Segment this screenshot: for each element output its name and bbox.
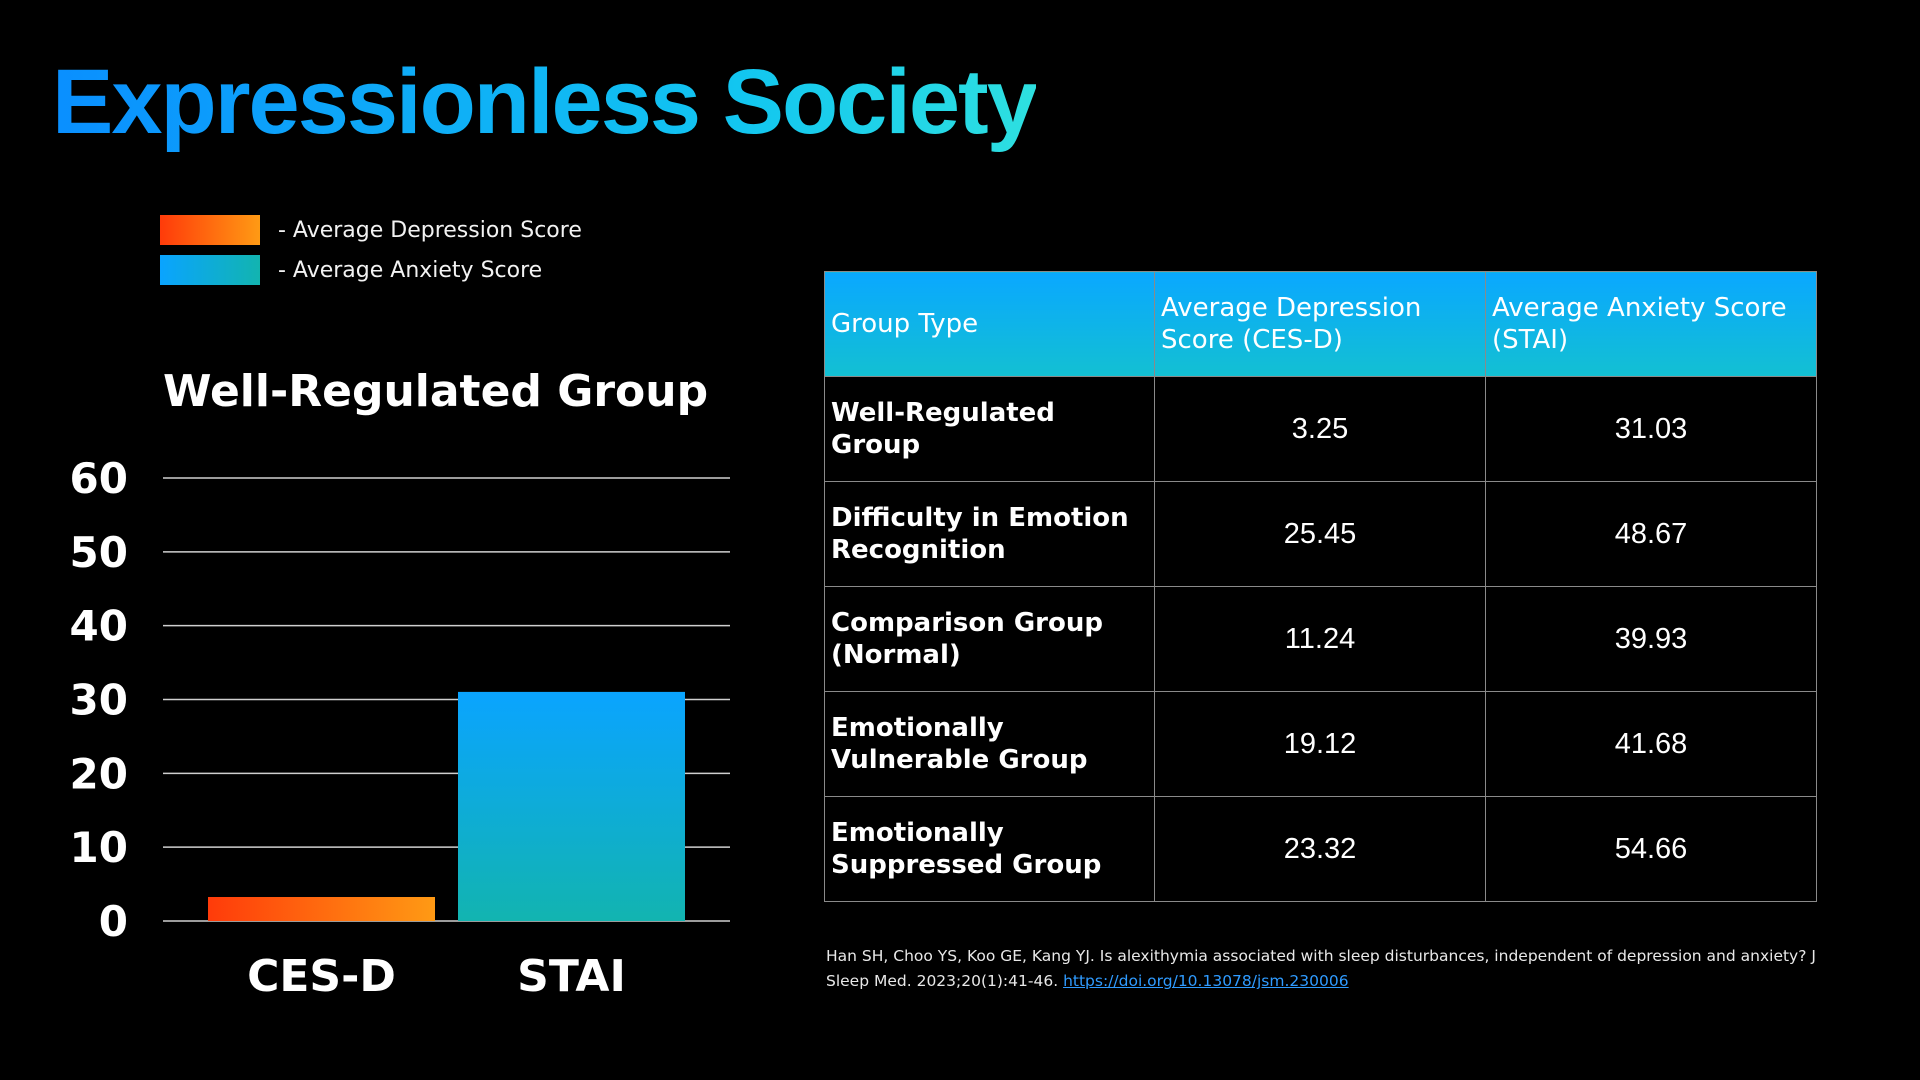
legend-item-anxiety: - Average Anxiety Score bbox=[160, 250, 582, 290]
y-tick-label: 40 bbox=[70, 602, 128, 651]
legend-swatch-depression bbox=[160, 215, 260, 245]
table-row: Well-Regulated Group 3.25 31.03 bbox=[824, 376, 1817, 482]
table-header-row: Group Type Average Depression Score (CES… bbox=[824, 271, 1817, 377]
cell-group: Well-Regulated Group bbox=[824, 376, 1155, 482]
bar-stai bbox=[458, 691, 685, 921]
scores-table-wrap: Group Type Average Depression Score (CES… bbox=[824, 271, 1817, 902]
bar-chart: 0 10 20 30 40 50 60 CES-D STAI bbox=[70, 454, 730, 1002]
cell-anxiety: 41.68 bbox=[1485, 691, 1817, 797]
cell-anxiety: 39.93 bbox=[1485, 586, 1817, 692]
table-row: Emotionally Suppressed Group 23.32 54.66 bbox=[824, 796, 1817, 902]
x-tick-label: STAI bbox=[517, 951, 626, 1002]
header-group-type: Group Type bbox=[824, 271, 1155, 377]
cell-group: Difficulty in Emotion Recognition bbox=[824, 481, 1155, 587]
citation-text: Han SH, Choo YS, Koo GE, Kang YJ. Is ale… bbox=[826, 947, 1816, 990]
cell-anxiety: 54.66 bbox=[1485, 796, 1817, 902]
header-depression: Average Depression Score (CES-D) bbox=[1154, 271, 1486, 377]
cell-anxiety: 31.03 bbox=[1485, 376, 1817, 482]
cell-group: Emotionally Vulnerable Group bbox=[824, 691, 1155, 797]
y-tick-label: 20 bbox=[70, 749, 128, 798]
citation: Han SH, Choo YS, Koo GE, Kang YJ. Is ale… bbox=[826, 944, 1826, 994]
table-row: Comparison Group (Normal) 11.24 39.93 bbox=[824, 586, 1817, 692]
legend-item-depression: - Average Depression Score bbox=[160, 210, 582, 250]
cell-anxiety: 48.67 bbox=[1485, 481, 1817, 587]
cell-group: Emotionally Suppressed Group bbox=[824, 796, 1155, 902]
cell-depression: 3.25 bbox=[1154, 376, 1486, 482]
y-tick-label: 50 bbox=[70, 528, 128, 577]
x-tick-label: CES-D bbox=[247, 951, 396, 1002]
table-row: Emotionally Vulnerable Group 19.12 41.68 bbox=[824, 691, 1817, 797]
page-title: Expressionless Society bbox=[52, 51, 1038, 153]
cell-depression: 23.32 bbox=[1154, 796, 1486, 902]
cell-depression: 19.12 bbox=[1154, 691, 1486, 797]
legend-swatch-anxiety bbox=[160, 255, 260, 285]
legend: - Average Depression Score - Average Anx… bbox=[160, 210, 582, 290]
citation-link[interactable]: https://doi.org/10.13078/jsm.230006 bbox=[1063, 972, 1349, 990]
cell-depression: 11.24 bbox=[1154, 586, 1486, 692]
legend-label-depression: - Average Depression Score bbox=[278, 217, 582, 243]
cell-group: Comparison Group (Normal) bbox=[824, 586, 1155, 692]
table-row: Difficulty in Emotion Recognition 25.45 … bbox=[824, 481, 1817, 587]
y-tick-label: 10 bbox=[70, 823, 128, 872]
header-anxiety: Average Anxiety Score (STAI) bbox=[1485, 271, 1817, 377]
y-tick-label: 0 bbox=[99, 897, 128, 946]
cell-depression: 25.45 bbox=[1154, 481, 1486, 587]
y-tick-label: 30 bbox=[70, 676, 128, 725]
y-tick-label: 60 bbox=[70, 454, 128, 503]
bar-ces-d bbox=[208, 897, 435, 921]
legend-label-anxiety: - Average Anxiety Score bbox=[278, 257, 543, 283]
chart-title: Well-Regulated Group bbox=[163, 366, 709, 417]
scores-table: Group Type Average Depression Score (CES… bbox=[824, 271, 1817, 902]
